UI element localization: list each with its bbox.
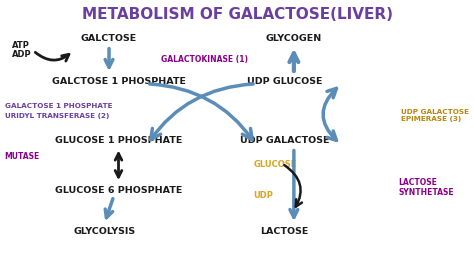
Text: GALACTOSE 1 PHOSPHATE: GALACTOSE 1 PHOSPHATE [5,103,112,109]
Text: GALACTOKINASE (1): GALACTOKINASE (1) [161,55,248,64]
Text: GALCTOSE 1 PHOSPHATE: GALCTOSE 1 PHOSPHATE [52,77,185,86]
Text: METABOLISM OF GALACTOSE(LIVER): METABOLISM OF GALACTOSE(LIVER) [82,7,392,22]
Text: UDP GALACTOSE
EPIMERASE (3): UDP GALACTOSE EPIMERASE (3) [401,109,468,122]
Text: LACTOSE: LACTOSE [260,227,309,236]
Text: UDP: UDP [254,191,273,200]
Text: ATP: ATP [12,41,30,50]
FancyArrowPatch shape [150,84,252,139]
Text: ADP: ADP [12,50,31,59]
Text: MUTASE: MUTASE [5,152,40,161]
FancyArrowPatch shape [151,84,253,139]
Text: GLYCOLYSIS: GLYCOLYSIS [73,227,136,236]
Text: GALCTOSE: GALCTOSE [81,34,137,43]
FancyArrowPatch shape [323,88,337,140]
Text: GLUCOSE 6 PHOSPHATE: GLUCOSE 6 PHOSPHATE [55,186,182,195]
Text: URIDYL TRANSFERASE (2): URIDYL TRANSFERASE (2) [5,113,109,119]
Text: LACTOSE
SYNTHETASE: LACTOSE SYNTHETASE [398,178,454,197]
FancyArrowPatch shape [284,165,302,207]
Text: GLYCOGEN: GLYCOGEN [266,34,322,43]
Text: GLUCOSE: GLUCOSE [254,160,297,169]
Text: UDP GLUCOSE: UDP GLUCOSE [246,77,322,86]
Text: UDP GALACTOSE: UDP GALACTOSE [240,136,329,146]
Text: GLUCOSE 1 PHOSPHATE: GLUCOSE 1 PHOSPHATE [55,136,182,146]
